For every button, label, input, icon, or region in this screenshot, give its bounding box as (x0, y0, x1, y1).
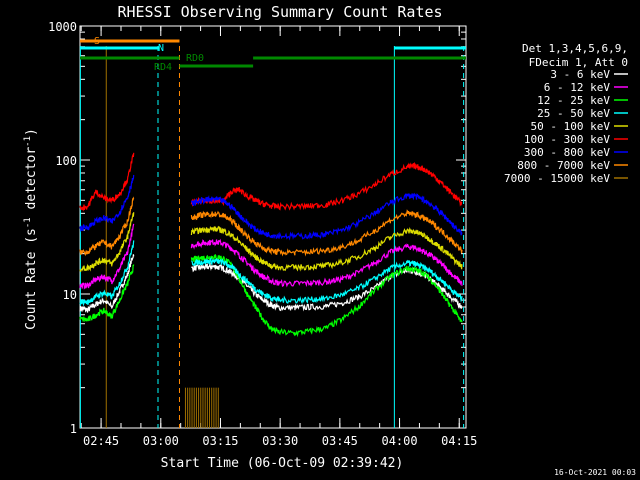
legend: Det 1,3,4,5,6,9, FDecim 1, Att 0 3 - 6 k… (504, 42, 628, 185)
series-line-100-300kev (79, 152, 463, 212)
legend-header-line-1: Det 1,3,4,5,6,9, (522, 42, 628, 55)
y-tick-label: 100 (55, 154, 77, 168)
legend-entry-label: 7000 - 15000 keV (504, 172, 610, 185)
y-axis-label-prefix: Count Rate (s (24, 228, 39, 330)
y-axis-label-suffix: ) (24, 128, 39, 136)
y-axis-label: Count Rate (s-1 detector-1) (23, 128, 39, 330)
chart-title: RHESSI Observing Summary Count Rates (117, 3, 442, 21)
state-label-s: S (94, 36, 100, 47)
x-tick-label: 03:30 (262, 434, 298, 448)
legend-entry-label: 50 - 100 keV (531, 120, 611, 133)
y-axis-label-sup2: -1 (23, 136, 33, 147)
footer-timestamp: 16-Oct-2021 00:03 (554, 468, 636, 477)
legend-entry-label: 3 - 6 keV (550, 68, 610, 81)
series-line-300-800kev (79, 174, 463, 241)
y-axis-label-sup1: -1 (23, 217, 33, 228)
state-label-n: N (158, 43, 164, 54)
y-tick-label: 10 (63, 288, 77, 302)
x-axis-label: Start Time (06-Oct-09 02:39:42) (161, 456, 404, 471)
x-tick-label: 02:45 (83, 434, 119, 448)
series-line-50-100kev (79, 212, 463, 273)
legend-entry-label: 800 - 7000 keV (517, 159, 610, 172)
legend-entry-label: 6 - 12 keV (544, 81, 611, 94)
legend-header-line-2: FDecim 1, Att 0 (529, 56, 628, 69)
series-line-6-12kev (79, 223, 463, 290)
series-line-25-50kev (79, 240, 463, 307)
y-axis-label-mid: detector (24, 147, 39, 218)
y-tick-label: 1 (70, 422, 77, 436)
state-label-rd0: RD0 (186, 53, 204, 64)
x-tick-label: 04:15 (441, 434, 477, 448)
x-tick-label: 03:00 (143, 434, 179, 448)
state-label-rd4: RD4 (154, 62, 172, 73)
x-tick-label: 04:00 (381, 434, 417, 448)
legend-entry-label: 12 - 25 keV (537, 94, 610, 107)
legend-entry-label: 100 - 300 keV (524, 133, 610, 146)
x-tick-label: 03:45 (322, 434, 358, 448)
x-tick-label: 03:15 (202, 434, 238, 448)
legend-entry-label: 25 - 50 keV (537, 107, 610, 120)
y-tick-label: 1000 (48, 20, 77, 34)
legend-entry-label: 300 - 800 keV (524, 146, 610, 159)
series-line-800-7000kev (79, 196, 463, 257)
